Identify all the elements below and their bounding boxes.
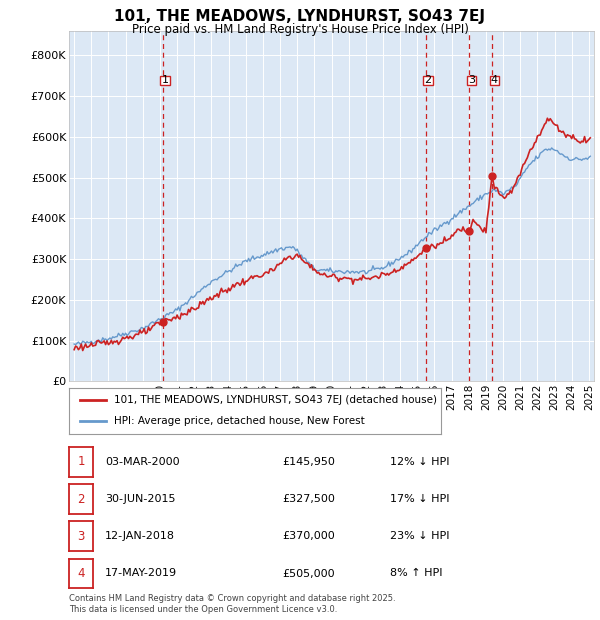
Text: 12% ↓ HPI: 12% ↓ HPI <box>390 457 449 467</box>
Text: Price paid vs. HM Land Registry's House Price Index (HPI): Price paid vs. HM Land Registry's House … <box>131 23 469 36</box>
Text: 101, THE MEADOWS, LYNDHURST, SO43 7EJ (detached house): 101, THE MEADOWS, LYNDHURST, SO43 7EJ (d… <box>113 395 437 405</box>
Text: £145,950: £145,950 <box>282 457 335 467</box>
Text: 12-JAN-2018: 12-JAN-2018 <box>105 531 175 541</box>
Text: 30-JUN-2015: 30-JUN-2015 <box>105 494 176 504</box>
Text: 1: 1 <box>77 456 85 468</box>
Text: 3: 3 <box>468 75 475 85</box>
Text: 101, THE MEADOWS, LYNDHURST, SO43 7EJ: 101, THE MEADOWS, LYNDHURST, SO43 7EJ <box>115 9 485 24</box>
Text: 03-MAR-2000: 03-MAR-2000 <box>105 457 179 467</box>
Text: 23% ↓ HPI: 23% ↓ HPI <box>390 531 449 541</box>
Text: 2: 2 <box>77 493 85 505</box>
Text: £327,500: £327,500 <box>282 494 335 504</box>
Text: £370,000: £370,000 <box>282 531 335 541</box>
Text: 1: 1 <box>161 75 169 85</box>
Bar <box>467 76 476 84</box>
Text: £505,000: £505,000 <box>282 569 335 578</box>
Text: 17% ↓ HPI: 17% ↓ HPI <box>390 494 449 504</box>
Text: 8% ↑ HPI: 8% ↑ HPI <box>390 569 443 578</box>
Bar <box>423 76 433 84</box>
Text: HPI: Average price, detached house, New Forest: HPI: Average price, detached house, New … <box>113 417 364 427</box>
Text: Contains HM Land Registry data © Crown copyright and database right 2025.
This d: Contains HM Land Registry data © Crown c… <box>69 595 395 614</box>
Text: 3: 3 <box>77 530 85 542</box>
Text: 2: 2 <box>424 75 431 85</box>
Text: 4: 4 <box>491 75 498 85</box>
Text: 4: 4 <box>77 567 85 580</box>
Bar <box>490 76 499 84</box>
Text: 17-MAY-2019: 17-MAY-2019 <box>105 569 177 578</box>
Bar <box>160 76 170 84</box>
